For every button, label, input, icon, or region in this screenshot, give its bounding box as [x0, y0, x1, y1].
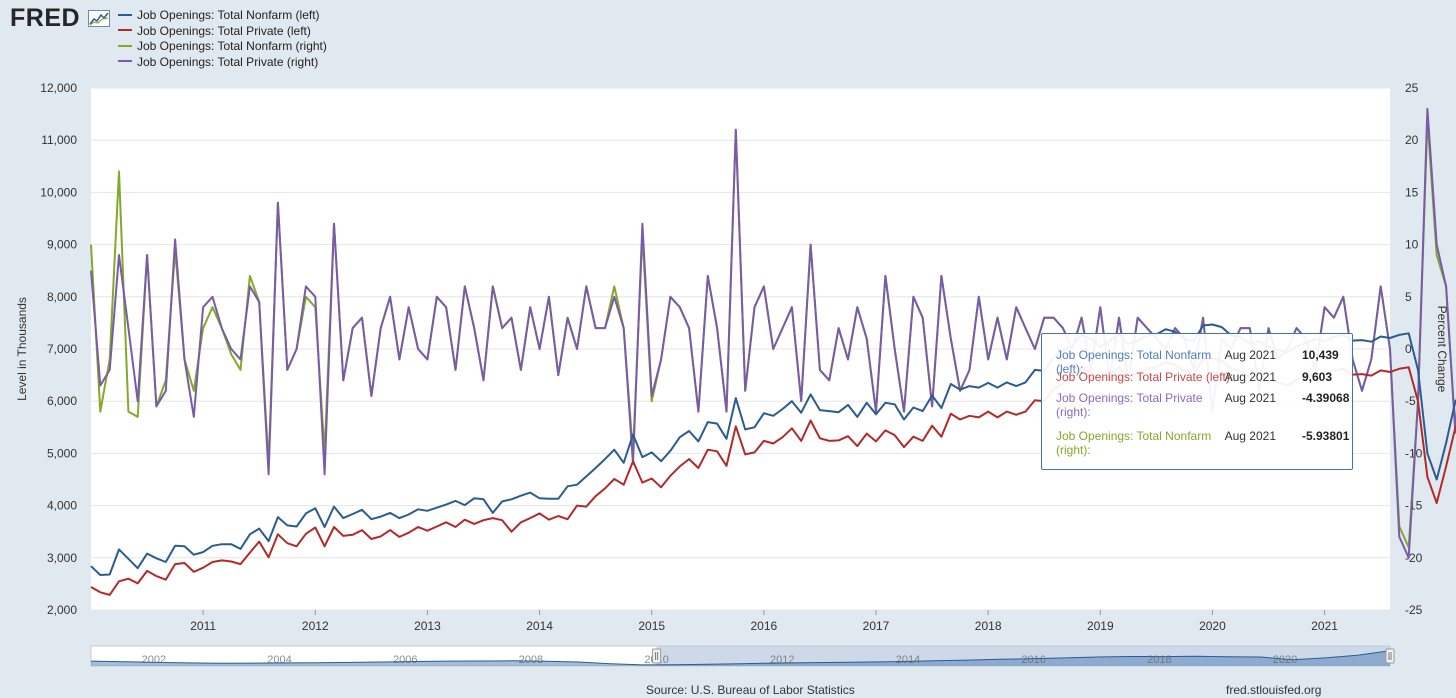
y-tick-label-right: -15 — [1405, 499, 1423, 513]
y-tick-label-left: 9,000 — [47, 238, 77, 252]
tooltip-date: Aug 2021 — [1224, 348, 1276, 362]
legend-item[interactable]: Job Openings: Total Nonfarm (right) — [118, 39, 327, 55]
y-tick-label-left: 8,000 — [47, 290, 77, 304]
y-tick-label-left: 5,000 — [47, 446, 77, 460]
legend-label: Job Openings: Total Nonfarm (right) — [137, 39, 327, 53]
tooltip-series-name: Job Openings: Total Nonfarm (left): — [1056, 348, 1212, 376]
navigator-tick-label: 2008 — [519, 654, 543, 666]
navigator-tick-label: 2006 — [393, 654, 417, 666]
tooltip-date: Aug 2021 — [1224, 391, 1276, 405]
y-tick-label-left: 6,000 — [47, 394, 77, 408]
x-tick-label: 2021 — [1311, 619, 1338, 633]
tooltip-series-name: Job Openings: Total Nonfarm (right): — [1056, 429, 1212, 457]
tooltip-row: Job Openings: Total Nonfarm (right): Aug… — [1056, 429, 1349, 457]
y-tick-label-left: 12,000 — [40, 81, 77, 95]
legend-swatch — [118, 60, 132, 63]
x-tick-label: 2018 — [975, 619, 1002, 633]
tooltip-series-name: Job Openings: Total Private (left): — [1056, 370, 1234, 384]
legend-item[interactable]: Job Openings: Total Private (left) — [118, 24, 327, 40]
x-tick-label: 2019 — [1087, 619, 1114, 633]
tooltip-row: Job Openings: Total Nonfarm (left): Aug … — [1056, 348, 1342, 376]
y-tick-label-right: -5 — [1405, 394, 1416, 408]
tooltip-value: 10,439 — [1302, 348, 1339, 362]
legend-label: Job Openings: Total Private (left) — [137, 23, 311, 38]
y-axis-title-left: Level in Thousands — [15, 297, 29, 401]
tooltip-value: -4.39068 — [1302, 391, 1350, 405]
y-tick-label-left: 10,000 — [40, 185, 77, 199]
chart-legend: Job Openings: Total Nonfarm (left) Job O… — [118, 8, 327, 70]
fred-logo[interactable]: FRED — [10, 4, 81, 32]
footer-source: Source: U.S. Bureau of Labor Statistics — [646, 683, 855, 697]
tooltip-series-name: Job Openings: Total Private (right): — [1056, 391, 1203, 419]
legend-label: Job Openings: Total Private (right) — [137, 54, 319, 69]
navigator-handle[interactable] — [1385, 648, 1395, 664]
legend-swatch — [118, 13, 132, 16]
y-tick-label-left: 3,000 — [47, 551, 77, 565]
y-tick-label-right: 0 — [1405, 342, 1412, 356]
legend-item[interactable]: Job Openings: Total Private (right) — [118, 55, 327, 71]
legend-label: Job Openings: Total Nonfarm (left) — [137, 8, 320, 22]
tooltip-row: Job Openings: Total Private (left): Aug … — [1056, 370, 1342, 384]
chart-tooltip: Job Openings: Total Nonfarm (left): Aug … — [1041, 333, 1353, 470]
legend-item[interactable]: Job Openings: Total Nonfarm (left) — [118, 8, 327, 24]
series-line — [90, 107, 1456, 559]
x-tick-label: 2011 — [190, 619, 216, 633]
legend-swatch — [118, 44, 132, 47]
navigator-area — [91, 650, 1390, 666]
tooltip-row: Job Openings: Total Private (right): Aug… — [1056, 391, 1349, 419]
x-tick-label: 2012 — [302, 619, 329, 633]
x-tick-label: 2016 — [751, 619, 778, 633]
y-tick-label-right: 15 — [1405, 185, 1419, 199]
navigator-tick-label: 2004 — [267, 654, 291, 666]
navigator-handle[interactable] — [652, 648, 662, 664]
y-tick-label-left: 4,000 — [47, 499, 77, 513]
navigator-tick-label: 2016 — [1021, 654, 1045, 666]
y-tick-label-right: 20 — [1405, 133, 1419, 147]
y-tick-label-left: 7,000 — [47, 342, 77, 356]
tooltip-value: 9,603 — [1302, 370, 1333, 384]
fred-chart-icon — [88, 10, 110, 27]
y-axis-title-right: Percent Change — [1435, 306, 1449, 393]
y-tick-label-right: 25 — [1405, 81, 1419, 95]
x-tick-label: 2015 — [638, 619, 665, 633]
navigator-tick-label: 2018 — [1147, 654, 1171, 666]
navigator-tick-label: 2002 — [142, 654, 166, 666]
y-tick-label-right: 10 — [1405, 238, 1419, 252]
tooltip-date: Aug 2021 — [1224, 370, 1276, 384]
y-tick-label-left: 11,000 — [41, 133, 77, 147]
x-tick-label: 2013 — [414, 619, 441, 633]
footer-url[interactable]: fred.stlouisfed.org — [1226, 683, 1322, 697]
y-tick-label-right: -25 — [1405, 603, 1423, 617]
navigator-tick-label: 2012 — [770, 654, 794, 666]
navigator-tick-label: 2020 — [1273, 654, 1297, 666]
x-tick-label: 2020 — [1199, 619, 1226, 633]
navigator-line — [90, 650, 1391, 666]
x-tick-label: 2017 — [863, 619, 890, 633]
x-tick-label: 2014 — [526, 619, 553, 633]
tooltip-date: Aug 2021 — [1224, 429, 1276, 443]
navigator-tick-label: 2014 — [896, 654, 920, 666]
legend-swatch — [118, 29, 132, 32]
y-tick-label-left: 2,000 — [47, 603, 77, 617]
y-tick-label-right: 5 — [1405, 290, 1412, 304]
tooltip-value: -5.93801 — [1302, 429, 1350, 443]
